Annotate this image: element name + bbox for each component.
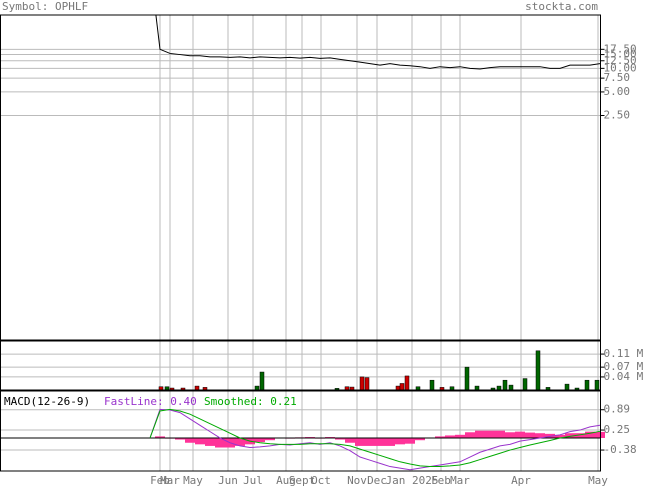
histogram-bar xyxy=(475,430,485,438)
line xyxy=(149,408,601,471)
y-tick-label: 0.11 M xyxy=(604,347,644,360)
x-tick-label: Mar xyxy=(160,474,180,486)
histogram-bar xyxy=(195,437,205,445)
histogram-bar xyxy=(265,437,275,441)
x-tick-label: Dec xyxy=(367,474,387,486)
histogram-bar xyxy=(235,437,245,446)
x-tick-label: Sept xyxy=(289,474,316,486)
histogram-bar xyxy=(455,434,465,438)
y-tick-label: 12.50 xyxy=(604,54,637,67)
x-tick-label: Oct xyxy=(311,474,331,486)
x-tick-label: Nov xyxy=(347,474,367,486)
histogram-bar xyxy=(205,437,215,446)
histogram-bar xyxy=(255,437,265,443)
volume-bar xyxy=(535,350,541,391)
y-tick-label: 0.07 M xyxy=(604,360,644,373)
y-tick-label: 0.04 M xyxy=(604,370,644,383)
histogram-bar xyxy=(355,437,365,446)
volume-bar xyxy=(522,378,528,391)
histogram-bar xyxy=(435,436,445,438)
volume-bar xyxy=(399,383,405,391)
histogram-bar xyxy=(505,432,515,438)
histogram-bar xyxy=(395,437,405,445)
histogram-bar xyxy=(405,437,415,444)
line xyxy=(149,408,601,468)
y-tick-label: 2.50 xyxy=(604,109,631,122)
volume-bar xyxy=(502,379,508,391)
histogram-bar xyxy=(575,433,585,438)
volume-bar xyxy=(508,384,514,391)
volume-bar xyxy=(429,379,435,391)
histogram-bar xyxy=(345,437,355,443)
y-tick-label: 0.25 xyxy=(604,423,631,436)
histogram-bar xyxy=(335,437,345,440)
y-tick-label: 0.89 xyxy=(604,403,631,416)
y-tick-label: -0.38 xyxy=(604,443,637,456)
histogram-bar xyxy=(585,431,595,438)
volume-bar xyxy=(254,385,260,391)
histogram-bar xyxy=(175,437,185,440)
panel-frame xyxy=(0,340,601,391)
volume-bar xyxy=(259,371,265,391)
volume-bar xyxy=(474,385,480,391)
volume-bar xyxy=(395,385,401,391)
x-tick-label: May xyxy=(183,474,203,486)
x-tick-label: Mar xyxy=(450,474,470,486)
volume-bar xyxy=(584,379,590,391)
volume-bar xyxy=(364,377,370,391)
volume-bar xyxy=(359,376,365,391)
volume-bar xyxy=(564,383,570,391)
x-tick-label: May xyxy=(588,474,608,486)
histogram-bar xyxy=(415,437,425,441)
x-tick-label: Feb xyxy=(150,474,170,486)
volume-bar xyxy=(496,385,502,391)
panel-frame xyxy=(0,390,601,472)
volume-bar xyxy=(404,375,410,391)
y-tick-label: 17.50 xyxy=(604,42,637,55)
y-tick-label: 7.50 xyxy=(604,71,631,84)
line xyxy=(155,15,601,70)
histogram-bar xyxy=(365,437,375,446)
histogram-bar xyxy=(185,437,195,443)
legend-entry: Smoothed: 0.21 xyxy=(204,395,297,408)
x-tick-label: Feb xyxy=(431,474,451,486)
volume-bar xyxy=(464,366,470,391)
histogram-bar xyxy=(515,431,525,438)
volume-bar xyxy=(594,379,600,391)
legend-entry: FastLine: 0.40 xyxy=(104,395,197,408)
histogram-bar xyxy=(465,432,475,438)
x-tick-label: Apr xyxy=(511,474,531,486)
x-tick-label: Jan 2025 xyxy=(386,474,439,486)
x-tick-label: Jul xyxy=(243,474,263,486)
x-tick-label: Jun xyxy=(218,474,238,486)
histogram-bar xyxy=(565,433,575,438)
histogram-bar xyxy=(555,434,565,438)
histogram-bar xyxy=(485,430,495,438)
histogram-bar xyxy=(525,432,535,438)
y-tick-label: 5.00 xyxy=(604,85,631,98)
histogram-bar xyxy=(385,437,395,446)
histogram-bar xyxy=(535,433,545,438)
x-tick-label: Aug xyxy=(276,474,296,486)
site: stockta.com xyxy=(525,0,598,13)
panel-frame xyxy=(0,14,601,341)
histogram-bar xyxy=(215,437,225,448)
histogram-bar xyxy=(155,436,165,438)
y-tick-label: 10.00 xyxy=(604,61,637,74)
histogram-bar xyxy=(375,437,385,446)
y-tick-label: 15.00 xyxy=(604,48,637,61)
volume-bar xyxy=(194,385,200,391)
histogram-bar xyxy=(495,430,505,438)
histogram-bar xyxy=(445,435,455,438)
macd-title: MACD(12-26-9) xyxy=(4,395,90,408)
symbol: Symbol: OPHLF xyxy=(2,0,88,13)
